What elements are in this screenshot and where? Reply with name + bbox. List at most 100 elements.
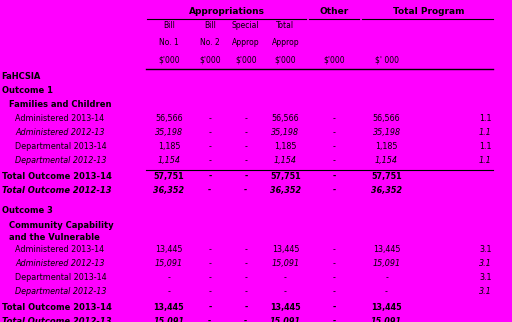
Text: 13,445: 13,445	[272, 245, 299, 254]
Text: -: -	[208, 128, 211, 137]
Text: -: -	[208, 245, 211, 254]
Text: -: -	[244, 273, 247, 282]
Text: Bill: Bill	[163, 21, 175, 30]
Text: 56,566: 56,566	[373, 114, 400, 123]
Text: -: -	[244, 303, 247, 312]
Text: -: -	[332, 303, 336, 312]
Text: $'000: $'000	[235, 55, 257, 64]
Text: -: -	[208, 172, 211, 181]
Text: -: -	[208, 142, 211, 151]
Text: 56,566: 56,566	[155, 114, 183, 123]
Text: Departmental 2012-13: Departmental 2012-13	[15, 288, 107, 297]
Text: 3.1: 3.1	[479, 288, 492, 297]
Text: $'000: $'000	[274, 55, 296, 64]
Text: -: -	[208, 317, 211, 322]
Text: -: -	[284, 273, 287, 282]
Text: -: -	[333, 114, 335, 123]
Text: -: -	[284, 288, 287, 297]
Text: Bill: Bill	[204, 21, 216, 30]
Text: -: -	[333, 288, 335, 297]
Text: -: -	[333, 245, 335, 254]
Text: -: -	[208, 259, 211, 268]
Text: and the Vulnerable: and the Vulnerable	[9, 232, 100, 242]
Text: 1.1: 1.1	[479, 156, 492, 165]
Text: Administered 2012-13: Administered 2012-13	[15, 128, 105, 137]
Text: -: -	[333, 273, 335, 282]
Text: Total Outcome 2013-14: Total Outcome 2013-14	[2, 303, 112, 312]
Text: 13,445: 13,445	[270, 303, 301, 312]
Text: 13,445: 13,445	[373, 245, 400, 254]
Text: FaHCSIA: FaHCSIA	[2, 72, 41, 81]
Text: Total Outcome 2013-14: Total Outcome 2013-14	[2, 172, 112, 181]
Text: 13,445: 13,445	[371, 303, 402, 312]
Text: 35,198: 35,198	[271, 128, 300, 137]
Text: $'000: $'000	[199, 55, 221, 64]
Text: 35,198: 35,198	[373, 128, 400, 137]
Text: 3.1: 3.1	[479, 259, 492, 268]
Text: 15,091: 15,091	[271, 259, 300, 268]
Text: -: -	[333, 142, 335, 151]
Text: 57,751: 57,751	[270, 172, 301, 181]
Text: Total: Total	[276, 21, 294, 30]
Text: -: -	[244, 317, 247, 322]
Text: Community Capability: Community Capability	[9, 221, 114, 230]
Text: -: -	[332, 186, 336, 195]
Text: -: -	[244, 114, 247, 123]
Text: -: -	[208, 288, 211, 297]
Text: Total Program: Total Program	[393, 7, 464, 16]
Text: Approp: Approp	[232, 38, 260, 47]
Text: Outcome 1: Outcome 1	[2, 86, 53, 95]
Text: -: -	[244, 186, 247, 195]
Text: 1.1: 1.1	[479, 142, 492, 151]
Text: No. 1: No. 1	[159, 38, 179, 47]
Text: -: -	[167, 273, 170, 282]
Text: Departmental 2013-14: Departmental 2013-14	[15, 142, 107, 151]
Text: Administered 2012-13: Administered 2012-13	[15, 259, 105, 268]
Text: Administered 2013-14: Administered 2013-14	[15, 245, 104, 254]
Text: Other: Other	[319, 7, 349, 16]
Text: Families and Children: Families and Children	[9, 100, 112, 109]
Text: 15,091: 15,091	[155, 259, 183, 268]
Text: Appropriations: Appropriations	[188, 7, 265, 16]
Text: 15,091: 15,091	[371, 317, 402, 322]
Text: 13,445: 13,445	[155, 245, 183, 254]
Text: -: -	[244, 172, 247, 181]
Text: 36,352: 36,352	[154, 186, 184, 195]
Text: -: -	[208, 273, 211, 282]
Text: No. 2: No. 2	[200, 38, 220, 47]
Text: 3.1: 3.1	[479, 273, 492, 282]
Text: 1,154: 1,154	[158, 156, 180, 165]
Text: Departmental 2013-14: Departmental 2013-14	[15, 273, 107, 282]
Text: -: -	[333, 128, 335, 137]
Text: 56,566: 56,566	[272, 114, 299, 123]
Text: 15,091: 15,091	[154, 317, 184, 322]
Text: $' 000: $' 000	[375, 55, 398, 64]
Text: 1,185: 1,185	[158, 142, 180, 151]
Text: -: -	[208, 303, 211, 312]
Text: 15,091: 15,091	[270, 317, 301, 322]
Text: 3.1: 3.1	[479, 245, 492, 254]
Text: $'000: $'000	[323, 55, 345, 64]
Text: -: -	[333, 259, 335, 268]
Text: -: -	[385, 288, 388, 297]
Text: 36,352: 36,352	[371, 186, 402, 195]
Text: -: -	[244, 259, 247, 268]
Text: 1.1: 1.1	[479, 114, 492, 123]
Text: 1,185: 1,185	[274, 142, 296, 151]
Text: -: -	[244, 288, 247, 297]
Text: Special: Special	[232, 21, 260, 30]
Text: 13,445: 13,445	[154, 303, 184, 312]
Text: -: -	[244, 245, 247, 254]
Text: 1,154: 1,154	[375, 156, 398, 165]
Text: 1,154: 1,154	[274, 156, 297, 165]
Text: -: -	[244, 128, 247, 137]
Text: -: -	[244, 156, 247, 165]
Text: Total Outcome 2012-13: Total Outcome 2012-13	[2, 317, 111, 322]
Text: 15,091: 15,091	[373, 259, 400, 268]
Text: -: -	[208, 186, 211, 195]
Text: 57,751: 57,751	[371, 172, 402, 181]
Text: Outcome 3: Outcome 3	[2, 206, 52, 215]
Text: 57,751: 57,751	[154, 172, 184, 181]
Text: -: -	[332, 317, 336, 322]
Text: 35,198: 35,198	[155, 128, 183, 137]
